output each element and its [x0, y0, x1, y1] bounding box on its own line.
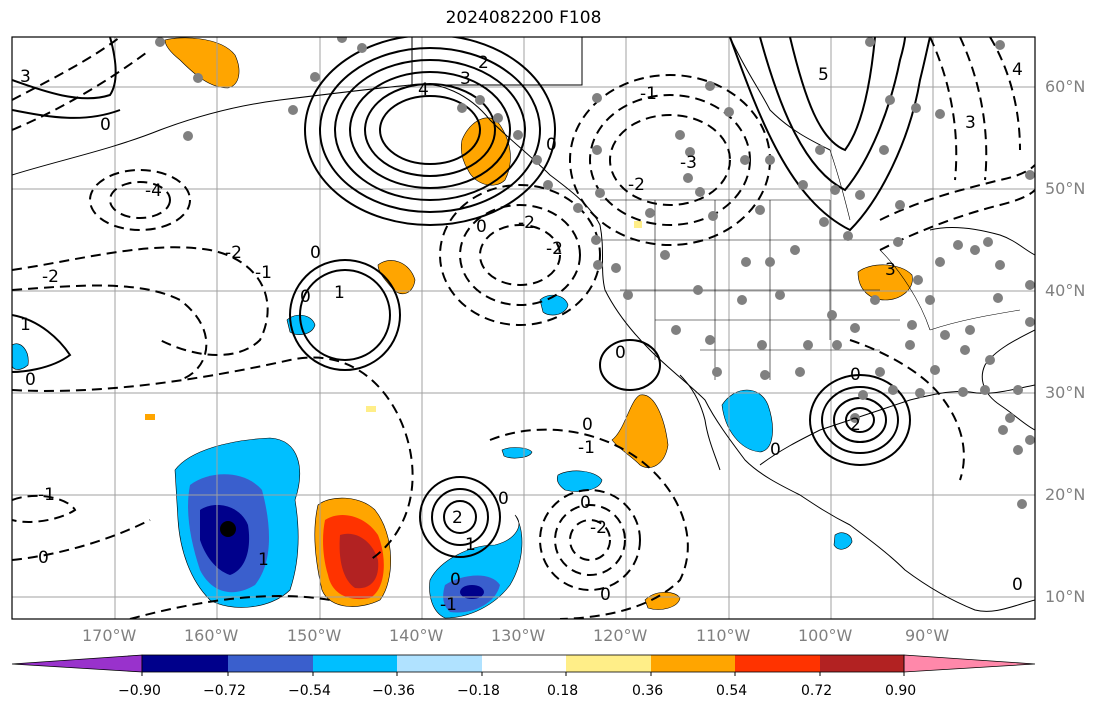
contour-label: 0	[580, 493, 591, 513]
contour-label: 0	[100, 115, 111, 135]
contour-label: -4	[145, 181, 162, 201]
lat-label-60n: 60°N	[1045, 77, 1086, 96]
contour-label: 0	[450, 570, 461, 590]
lon-label-120w: 120°W	[593, 626, 648, 645]
contour-label: 0	[615, 343, 626, 363]
lon-label-160w: 160°W	[184, 626, 239, 645]
lon-label-100w: 100°W	[798, 626, 853, 645]
colorbar-tick: −0.90	[118, 683, 161, 699]
colorbar-tick: −0.72	[203, 683, 246, 699]
contour-label: 4	[1012, 60, 1023, 80]
lat-label-40n: 40°N	[1045, 281, 1086, 300]
colorbar	[11, 654, 1036, 676]
lon-label-170w: 170°W	[82, 626, 137, 645]
contour-label: 0	[850, 365, 861, 385]
colorbar-tick: 0.18	[547, 683, 579, 699]
lat-label-30n: 30°N	[1045, 383, 1086, 402]
contour-label: 3	[965, 113, 976, 133]
contour-label: -1	[255, 263, 272, 283]
contour-label: 2	[850, 415, 861, 435]
contour-label: 3	[885, 260, 896, 280]
colorbar-tick: 0.72	[801, 683, 833, 699]
lon-label-150w: 150°W	[287, 626, 342, 645]
contour-labels: 2 3 4 5 0 -1 -2 -3 -4 -2 -1 0 0 1 0 -2 -…	[20, 53, 1023, 615]
contour-label: 1	[258, 550, 269, 570]
solid-contours	[12, 37, 931, 558]
lat-label-20n: 20°N	[1045, 485, 1086, 504]
positive-anomaly-bc	[460, 117, 511, 186]
contour-label: -1	[578, 438, 595, 458]
map-title: 2024082200 F108	[445, 8, 602, 28]
contour-label: 0	[310, 243, 321, 263]
contour-label: 0	[476, 217, 487, 237]
colorbar-tick: −0.54	[288, 683, 331, 699]
contour-label: 1	[20, 315, 31, 335]
contour-label: 0	[300, 287, 311, 307]
station-dots	[155, 37, 1035, 509]
contour-label: 0	[770, 440, 781, 460]
contour-label: 0	[25, 370, 36, 390]
contour-label: -2	[518, 213, 535, 233]
contour-label: 1	[465, 535, 476, 555]
contour-label: -1	[440, 595, 457, 615]
map-content: 2 3 4 5 0 -1 -2 -3 -4 -2 -1 0 0 1 0 -2 -…	[12, 37, 1035, 619]
state-borders	[600, 149, 1021, 380]
contour-label: 1	[334, 283, 345, 303]
contour-label: 4	[418, 80, 429, 100]
contour-label: 3	[20, 67, 31, 87]
contour-label: 0	[600, 585, 611, 605]
contour-label: 0	[498, 489, 509, 509]
colorbar-tick: 0.54	[716, 683, 748, 699]
contour-label: -2	[628, 175, 645, 195]
contour-label: -3	[680, 153, 697, 173]
colorbar-tick: −0.36	[372, 683, 415, 699]
lat-label-50n: 50°N	[1045, 179, 1086, 198]
contour-label: 0	[1012, 575, 1023, 595]
dashed-contours	[12, 37, 1035, 619]
contour-label: -2	[590, 518, 607, 538]
anomaly-shading	[12, 37, 913, 619]
lon-label-110w: 110°W	[696, 626, 751, 645]
contour-label: 3	[460, 69, 471, 89]
contour-label: 2	[478, 53, 489, 73]
contour-label: 0	[546, 135, 557, 155]
colorbar-tick: 0.36	[632, 683, 664, 699]
lon-label-140w: 140°W	[389, 626, 444, 645]
colorbar-tick: 0.90	[885, 683, 917, 699]
contour-label: 0	[582, 415, 593, 435]
contour-label: 5	[818, 65, 829, 85]
contour-label: 2	[452, 508, 463, 528]
contour-label: -1	[640, 84, 657, 104]
contour-label: -2	[225, 243, 242, 263]
colorbar-tick: −0.18	[457, 683, 500, 699]
lon-label-90w: 90°W	[905, 626, 950, 645]
contour-label: 0	[38, 548, 49, 568]
contour-label: -2	[546, 239, 563, 259]
lat-label-10n: 10°N	[1045, 587, 1086, 606]
lon-label-130w: 130°W	[491, 626, 546, 645]
map-frame	[11, 36, 1036, 620]
contour-label: -2	[42, 267, 59, 287]
contour-label: -1	[38, 485, 55, 505]
